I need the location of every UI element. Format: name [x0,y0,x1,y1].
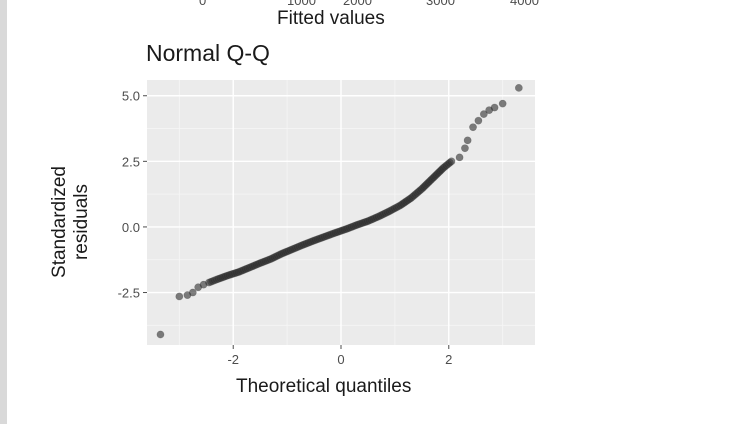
x-tick-label: 2 [445,352,452,367]
left-border-rule [0,0,7,424]
y-tick-label: 5.0 [122,89,140,104]
data-point [447,157,456,166]
x-axis-label: Theoretical quantiles [236,376,412,397]
y-tick-label: 2.5 [122,154,140,169]
chart-title: Normal Q-Q [146,40,270,66]
data-point [490,103,499,112]
data-point [461,144,469,153]
prev-x-tick-label: 0 [199,0,207,8]
data-point [175,292,184,301]
data-point [156,330,165,339]
data-point [188,288,197,297]
data-point [455,153,464,162]
prev-x-tick-label: 4000 [510,0,539,8]
x-tick-label: 0 [337,352,344,367]
data-point [474,116,483,125]
data-point [514,83,523,92]
prev-x-tick-label: 3000 [426,0,455,8]
x-tick-label: -2 [227,352,239,367]
data-point [463,136,472,145]
y-tick-label: 0.0 [122,220,140,235]
y-tick-label: -2.5 [118,286,140,301]
data-point [498,99,507,108]
data-point [469,123,477,132]
prev-x-axis-label: Fitted values [277,8,385,29]
prev-x-tick-label: 1000 [287,0,316,8]
prev-x-tick-label: 2000 [343,0,372,8]
data-point [479,110,488,119]
